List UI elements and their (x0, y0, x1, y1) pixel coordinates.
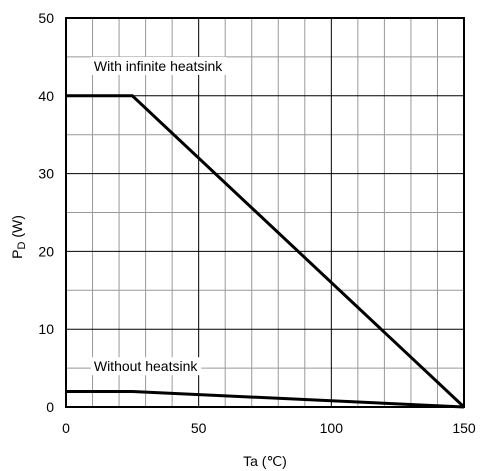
series-line-1 (66, 94, 466, 409)
y-axis-label: PD (W) (9, 215, 28, 259)
x-axis-label: Ta (℃) (243, 453, 287, 469)
x-tick-label: 0 (62, 420, 70, 436)
minor-grid (66, 18, 464, 407)
x-tick-label: 150 (452, 420, 476, 436)
y-tick-label: 40 (38, 88, 54, 104)
series-line-2 (66, 389, 465, 409)
y-tick-label: 10 (38, 321, 54, 337)
y-tick-label: 0 (46, 399, 54, 415)
plot-frame (65, 17, 465, 408)
series-annotation: Without heatsink (94, 358, 198, 374)
annotation-background (90, 357, 202, 376)
y-tick-labels: 0 10 20 30 40 50 (38, 10, 54, 415)
series-layer (66, 94, 466, 409)
y-axis-label-main: P (9, 250, 25, 259)
series-annotation: With infinite heatsink (94, 58, 223, 74)
y-tick-label: 30 (38, 166, 54, 182)
y-tick-label: 50 (38, 10, 54, 26)
major-grid (66, 18, 464, 407)
y-axis-label-sub: D (16, 242, 28, 250)
x-tick-labels: 0 50 100 150 (62, 420, 476, 436)
y-tick-label: 20 (38, 243, 54, 259)
x-tick-label: 100 (320, 420, 344, 436)
x-tick-label: 50 (191, 420, 207, 436)
y-axis-label-unit: (W) (9, 215, 25, 241)
annotation-layer: With infinite heatsink Without heatsink (90, 56, 227, 376)
annotation-background (90, 56, 227, 75)
